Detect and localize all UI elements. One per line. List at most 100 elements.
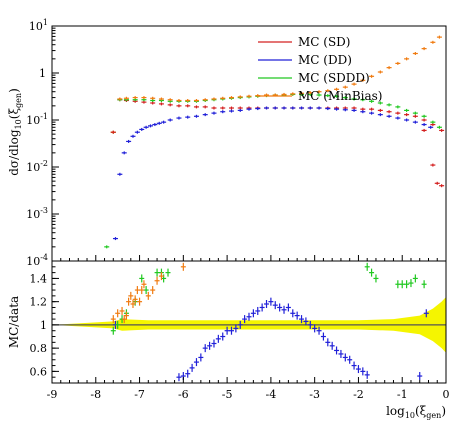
point-ratio-s1-15: [399, 280, 405, 289]
point-ratio-s0-7: [202, 344, 208, 353]
point-ratio-s0-8: [207, 341, 213, 350]
point-top-s3-1: [117, 97, 123, 101]
point-top-s3-37: [430, 40, 436, 44]
point-top-s3-31: [377, 70, 383, 74]
point-top-s1-20: [237, 108, 243, 112]
point-top-s3-6: [158, 97, 164, 101]
point-top-s0-33: [404, 113, 410, 117]
point-top-s3-9: [185, 98, 191, 102]
point-ratio-s0-21: [264, 299, 270, 308]
y-tick-label: 101: [29, 18, 48, 33]
point-top-s0-32: [395, 111, 401, 115]
point-ratio-s0-19: [255, 306, 261, 315]
point-ratio-s1-6: [143, 286, 149, 295]
point-top-s1-8: [148, 124, 153, 128]
point-top-s3-27: [342, 85, 348, 89]
ratio-plot-marks: [110, 262, 429, 382]
point-top-s1-22: [255, 107, 261, 111]
point-ratio-s1-19: [421, 280, 427, 289]
point-top-s0-29: [369, 107, 375, 111]
y-tick-label: 10-1: [26, 112, 48, 127]
point-ratio-s2-5: [126, 297, 132, 306]
ratio-panel: [52, 297, 446, 353]
point-top-s2-34: [395, 105, 401, 109]
point-top-s1-7: [143, 125, 149, 129]
point-top-s3-25: [325, 89, 331, 93]
point-ratio-s2-4: [123, 311, 129, 320]
point-top-s2-26: [325, 94, 331, 98]
point-top-s1-0: [112, 237, 118, 241]
point-ratio-s0-33: [316, 326, 322, 335]
point-ratio-s0-35: [325, 338, 331, 347]
point-top-s1-9: [152, 123, 158, 127]
point-ratio-s0-34: [320, 332, 326, 341]
point-top-s0-13: [228, 106, 234, 110]
point-ratio-s2-6: [128, 291, 134, 300]
point-top-s3-22: [299, 91, 305, 95]
point-ratio-s0-42: [355, 365, 361, 374]
x-tick-label: -8: [90, 388, 101, 401]
point-ratio-s1-0: [110, 326, 116, 335]
x-tick-label: -1: [397, 388, 408, 401]
point-ratio-s0-31: [307, 320, 313, 329]
point-ratio-s1-7: [154, 268, 160, 277]
point-top-s3-33: [395, 61, 401, 65]
point-top-s3-26: [334, 87, 340, 91]
top-plot-marks: [104, 35, 445, 249]
point-top-s0-31: [386, 110, 392, 114]
point-ratio-s0-18: [250, 309, 256, 318]
point-top-s1-36: [377, 113, 383, 117]
point-top-s0-6: [167, 103, 173, 107]
point-ratio-s2-8: [132, 295, 138, 304]
point-top-s0-9: [193, 105, 199, 109]
point-top-s3-11: [202, 98, 208, 102]
point-ratio-s0-39: [342, 353, 348, 362]
y-tick-label: 1: [39, 67, 46, 80]
point-top-s1-18: [220, 110, 226, 114]
point-ratio-s0-23: [272, 301, 278, 310]
y-tick-label: 10-4: [26, 253, 48, 268]
x-tick-label: -6: [178, 388, 189, 401]
point-top-s1-25: [281, 106, 287, 110]
point-top-s3-16: [246, 94, 252, 98]
legend-label: MC (DD): [298, 53, 352, 67]
point-top-s2-36: [412, 111, 418, 115]
point-top-s1-40: [412, 120, 418, 124]
point-top-s3-24: [316, 90, 322, 94]
point-ratio-s0-20: [259, 303, 265, 312]
x-tick-label: -5: [222, 388, 233, 401]
ratio-y-tick-label: 0.6: [30, 365, 48, 378]
legend-label: MC (MinBias): [298, 89, 382, 103]
point-ratio-s0-22: [268, 297, 274, 306]
point-ratio-s0-17: [246, 312, 252, 321]
point-ratio-s0-1: [176, 373, 182, 382]
point-top-s3-30: [369, 74, 375, 78]
point-top-s2-27: [334, 94, 340, 98]
point-ratio-s0-13: [228, 326, 234, 335]
legend-label: MC (SDDD): [298, 71, 370, 85]
point-top-s0-37: [439, 128, 445, 132]
point-top-s3-36: [421, 47, 427, 51]
point-top-s0-11: [211, 106, 217, 110]
ratio-y-tick-label: 0.8: [30, 342, 48, 355]
point-top-s1-28: [307, 106, 313, 110]
point-top-s1-38: [395, 116, 401, 120]
point-top-s3-5: [150, 96, 156, 100]
point-top-s0-10: [202, 105, 208, 109]
point-ratio-s1-18: [412, 274, 418, 283]
point-ratio-s2-14: [150, 286, 156, 295]
point-ratio-s0-15: [237, 320, 243, 329]
point-ratio-s0-46: [423, 309, 429, 318]
point-top-s1-24: [272, 106, 278, 110]
x-tick-label: -3: [309, 388, 320, 401]
point-top-s2-30: [360, 98, 366, 102]
point-top-s0-30: [377, 108, 383, 112]
point-top-s1-37: [386, 114, 392, 118]
point-ratio-s1-11: [364, 262, 370, 271]
y-tick-label: 10-2: [26, 159, 48, 174]
point-top-s2-39: [436, 125, 442, 129]
point-top-s0-34: [412, 114, 418, 118]
point-ratio-s1-16: [404, 280, 410, 289]
point-top-s1-39: [404, 118, 410, 122]
point-top-s3-38: [436, 35, 442, 39]
